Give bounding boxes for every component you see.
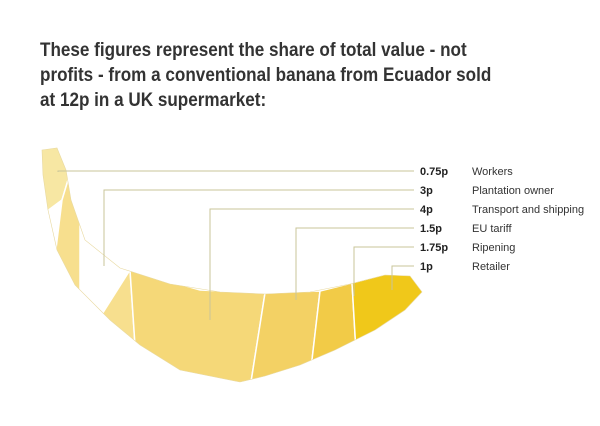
banana-segment-6: [351, 259, 422, 382]
chart-title: These figures represent the share of tot…: [40, 40, 492, 111]
category-label-1: Workers: [472, 166, 513, 178]
value-label-1: 0.75p: [420, 166, 448, 178]
banana-segment-3: [129, 268, 266, 382]
leader-line-5: [353, 246, 414, 296]
leader-line-4: [295, 227, 414, 300]
category-label-3: Transport and shipping: [472, 204, 584, 216]
value-label-5: 1.75p: [420, 242, 448, 254]
value-label-3: 4p: [420, 204, 433, 216]
leader-line-2: [103, 189, 414, 266]
leader-line-6: [391, 265, 414, 290]
value-label-2: 3p: [420, 185, 433, 197]
category-label-6: Retailer: [472, 261, 510, 273]
value-label-4: 1.5p: [420, 223, 442, 235]
category-label-5: Ripening: [472, 242, 515, 254]
category-label-4: EU tariff: [472, 223, 512, 235]
category-label-2: Plantation owner: [472, 185, 554, 197]
banana-outline: [41, 147, 423, 383]
leader-line-1: [57, 170, 414, 172]
leader-line-3: [209, 208, 414, 320]
value-label-6: 1p: [420, 261, 433, 273]
